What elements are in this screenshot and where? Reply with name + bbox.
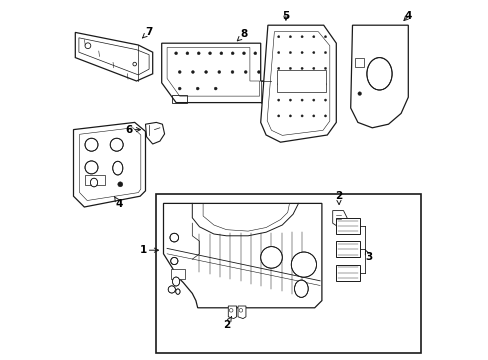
Circle shape xyxy=(312,115,314,117)
Circle shape xyxy=(312,83,314,85)
Circle shape xyxy=(242,52,245,55)
Ellipse shape xyxy=(90,178,98,187)
Circle shape xyxy=(277,115,279,117)
Circle shape xyxy=(196,87,199,90)
Circle shape xyxy=(324,83,326,85)
Circle shape xyxy=(301,115,303,117)
Ellipse shape xyxy=(113,161,122,175)
Circle shape xyxy=(289,99,291,101)
Circle shape xyxy=(277,99,279,101)
Circle shape xyxy=(289,83,291,85)
FancyBboxPatch shape xyxy=(156,194,420,353)
Circle shape xyxy=(260,247,282,268)
Text: 5: 5 xyxy=(282,11,289,21)
Circle shape xyxy=(312,99,314,101)
Circle shape xyxy=(85,138,98,151)
Circle shape xyxy=(218,71,220,73)
FancyBboxPatch shape xyxy=(336,218,359,234)
FancyBboxPatch shape xyxy=(170,269,185,279)
Circle shape xyxy=(324,115,326,117)
Circle shape xyxy=(208,52,211,55)
Circle shape xyxy=(244,71,246,73)
Text: 4: 4 xyxy=(403,11,411,21)
Text: 6: 6 xyxy=(125,125,140,135)
Circle shape xyxy=(110,138,123,151)
Circle shape xyxy=(289,51,291,54)
Polygon shape xyxy=(162,43,271,103)
Circle shape xyxy=(178,87,181,90)
FancyBboxPatch shape xyxy=(276,70,325,92)
Text: 8: 8 xyxy=(237,29,247,41)
Polygon shape xyxy=(238,306,245,319)
Circle shape xyxy=(277,83,279,85)
Circle shape xyxy=(357,92,361,95)
Circle shape xyxy=(220,52,223,55)
Circle shape xyxy=(324,51,326,54)
Circle shape xyxy=(289,115,291,117)
Circle shape xyxy=(301,99,303,101)
Circle shape xyxy=(85,161,98,174)
Circle shape xyxy=(277,51,279,54)
Circle shape xyxy=(197,52,200,55)
Circle shape xyxy=(168,286,175,293)
Ellipse shape xyxy=(294,280,307,297)
Text: 7: 7 xyxy=(142,27,152,38)
Circle shape xyxy=(253,52,256,55)
Circle shape xyxy=(191,71,194,73)
Circle shape xyxy=(170,257,178,265)
Text: 1: 1 xyxy=(139,245,158,255)
FancyBboxPatch shape xyxy=(336,241,359,257)
Circle shape xyxy=(277,67,279,69)
Circle shape xyxy=(312,51,314,54)
Circle shape xyxy=(231,52,234,55)
Circle shape xyxy=(174,52,177,55)
Circle shape xyxy=(301,83,303,85)
Circle shape xyxy=(291,252,316,277)
Polygon shape xyxy=(228,306,236,319)
Circle shape xyxy=(231,71,233,73)
Circle shape xyxy=(214,87,217,90)
Circle shape xyxy=(170,233,178,242)
Polygon shape xyxy=(332,211,346,227)
Text: 2: 2 xyxy=(223,317,231,330)
Circle shape xyxy=(312,67,314,69)
Circle shape xyxy=(324,36,326,38)
Polygon shape xyxy=(350,25,407,128)
Circle shape xyxy=(289,36,291,38)
Circle shape xyxy=(257,71,260,73)
Circle shape xyxy=(118,182,122,187)
Circle shape xyxy=(324,67,326,69)
FancyBboxPatch shape xyxy=(336,265,359,281)
Text: 3: 3 xyxy=(365,249,371,262)
Circle shape xyxy=(204,71,207,73)
Polygon shape xyxy=(73,122,145,207)
Circle shape xyxy=(277,36,279,38)
Circle shape xyxy=(301,36,303,38)
Polygon shape xyxy=(163,203,321,308)
FancyBboxPatch shape xyxy=(355,58,364,67)
Circle shape xyxy=(324,99,326,101)
Circle shape xyxy=(301,67,303,69)
FancyBboxPatch shape xyxy=(85,175,105,185)
Ellipse shape xyxy=(175,289,180,294)
Circle shape xyxy=(185,52,188,55)
Ellipse shape xyxy=(172,277,179,286)
Polygon shape xyxy=(260,25,336,142)
Ellipse shape xyxy=(366,58,391,90)
Circle shape xyxy=(178,71,181,73)
Text: 2: 2 xyxy=(334,191,342,204)
Circle shape xyxy=(289,67,291,69)
Circle shape xyxy=(301,51,303,54)
Polygon shape xyxy=(75,32,152,81)
Text: 4: 4 xyxy=(114,196,122,209)
Circle shape xyxy=(312,36,314,38)
Polygon shape xyxy=(145,122,164,144)
